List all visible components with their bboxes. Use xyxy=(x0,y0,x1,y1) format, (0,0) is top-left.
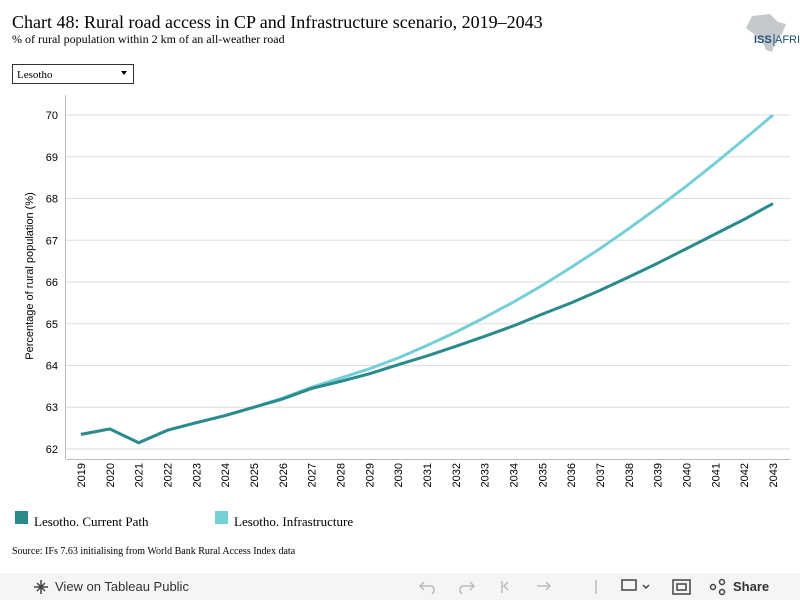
dropdown[interactable]: Lesotho xyxy=(12,64,134,84)
dropdown-value[interactable]: Lesotho xyxy=(17,69,53,81)
x-tick-label: 2023 xyxy=(191,463,203,487)
x-tick-label: 2033 xyxy=(480,463,492,487)
logo-clip: AFRICA xyxy=(775,34,800,46)
tableau-icon[interactable] xyxy=(34,580,48,594)
legend-item: Lesotho. Current Path xyxy=(15,511,149,529)
x-tick-label: 2036 xyxy=(566,463,578,487)
view-link[interactable]: View on Tableau Public xyxy=(55,579,189,594)
download-icon[interactable] xyxy=(621,579,637,591)
x-tick-label: 2022 xyxy=(163,463,175,487)
x-tick-label: 2030 xyxy=(393,463,405,487)
toolbar-actions xyxy=(621,578,726,596)
fullscreen-icon[interactable] xyxy=(672,579,691,595)
x-tick-label: 2027 xyxy=(307,463,319,487)
x-tick-label: 2032 xyxy=(451,463,463,487)
refresh-icon[interactable] xyxy=(537,581,552,591)
y-tick-label: 64 xyxy=(46,360,58,372)
logo-text: ISS xyxy=(754,34,772,46)
chart-subtitle: % of rural population within 2 km of an … xyxy=(12,32,285,46)
x-tick-label: 2021 xyxy=(134,463,146,487)
y-tick-label: 66 xyxy=(46,277,58,289)
x-tick-label: 2031 xyxy=(422,463,434,487)
share-icon[interactable] xyxy=(718,588,726,596)
x-tick-label: 2034 xyxy=(508,463,520,487)
x-tick-label: 2020 xyxy=(105,463,117,487)
legend-swatch xyxy=(15,511,28,524)
x-tick-label: 2025 xyxy=(249,463,261,487)
x-tick-label: 2028 xyxy=(336,463,348,487)
x-tick-label: 2026 xyxy=(278,463,290,487)
view-button[interactable]: View on Tableau Public xyxy=(34,579,189,594)
y-tick-label: 62 xyxy=(46,444,58,456)
share-button[interactable]: Share xyxy=(733,579,769,594)
x-tick-label: 2042 xyxy=(739,463,751,487)
revert-icon[interactable] xyxy=(501,581,509,593)
x-tick-label: 2037 xyxy=(595,463,607,487)
y-tick-label: 70 xyxy=(46,110,58,122)
download-caret[interactable] xyxy=(642,584,650,590)
x-tick-label: 2041 xyxy=(710,463,722,487)
x-tick-label: 2035 xyxy=(537,463,549,487)
x-tick-label: 2019 xyxy=(76,463,88,487)
dropdown-arrow[interactable] xyxy=(121,71,127,75)
y-tick-label: 65 xyxy=(46,319,58,331)
toolbar-icons xyxy=(418,580,597,595)
logo: ISS AFRICA xyxy=(746,14,800,52)
series-line xyxy=(80,113,774,445)
toolbar-bg xyxy=(0,573,800,600)
y-axis-label: Percentage of rural population (%) xyxy=(24,192,36,360)
x-tick-label: 2038 xyxy=(624,463,636,487)
x-tick-label: 2043 xyxy=(768,463,780,487)
legend-label: Lesotho. Infrastructure xyxy=(234,514,353,529)
y-tick-label: 68 xyxy=(46,194,58,206)
legend-item: Lesotho. Infrastructure xyxy=(215,511,353,529)
logo-map xyxy=(746,14,786,52)
source: Source: IFs 7.63 initialising from World… xyxy=(12,546,296,557)
y-tick-label: 63 xyxy=(46,402,58,414)
y-tick-label: 69 xyxy=(46,152,58,164)
legend-label: Lesotho. Current Path xyxy=(34,514,149,529)
chart-title: Chart 48: Rural road access in CP and In… xyxy=(12,12,543,32)
x-tick-label: 2029 xyxy=(364,463,376,487)
y-tick-label: 67 xyxy=(46,235,58,247)
undo-icon[interactable] xyxy=(418,581,435,595)
legend-swatch xyxy=(215,511,228,524)
share-icon[interactable] xyxy=(709,583,717,591)
toolbar: View on Tableau Public Share xyxy=(0,573,800,600)
redo-icon[interactable] xyxy=(459,581,476,595)
x-tick-label: 2039 xyxy=(653,463,665,487)
x-tick-label: 2040 xyxy=(681,463,693,487)
share-icon[interactable] xyxy=(718,578,726,586)
dropdown-box[interactable] xyxy=(12,64,134,84)
logo-text-right: AFRICA xyxy=(775,34,800,46)
series-line xyxy=(80,202,774,445)
x-tick-label: 2024 xyxy=(220,463,232,487)
